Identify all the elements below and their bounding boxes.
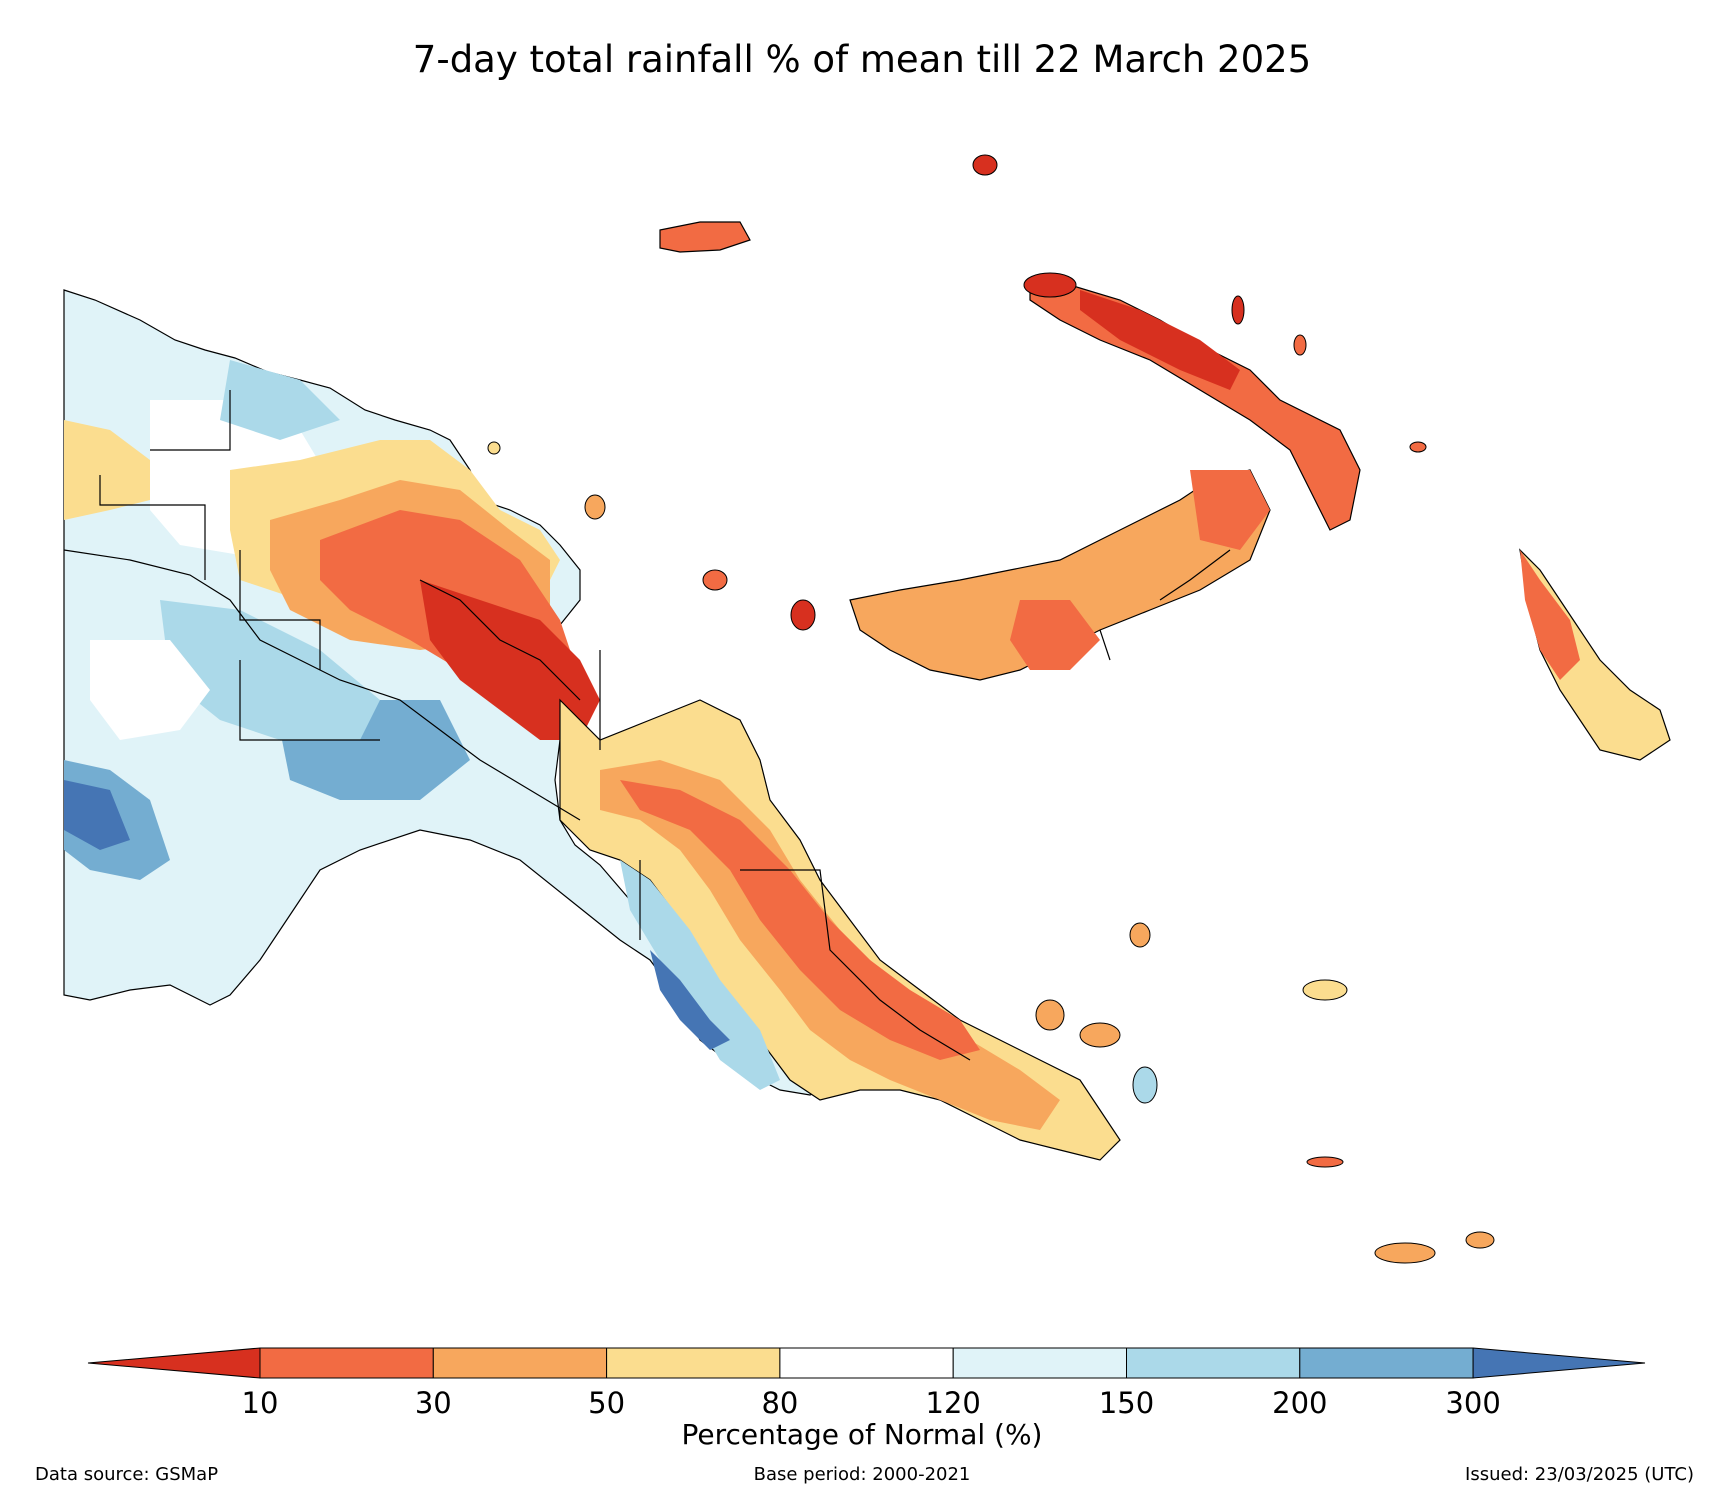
colorbar-tick-label: 10 bbox=[241, 1386, 279, 1420]
island-north-1 bbox=[972, 154, 998, 176]
island-se-8 bbox=[1465, 1231, 1495, 1249]
peninsula-red-orange bbox=[620, 780, 980, 1060]
island-se-5 bbox=[1129, 922, 1151, 948]
island-north-3 bbox=[1231, 295, 1245, 325]
province-boundaries bbox=[63, 390, 1231, 1061]
island-north-2 bbox=[1023, 272, 1077, 298]
bougainville-orange bbox=[1520, 550, 1580, 680]
colorbar-tick-label: 300 bbox=[1445, 1386, 1501, 1420]
peninsula-southwest-blue bbox=[620, 860, 780, 1090]
colorbar-segment bbox=[259, 1347, 434, 1379]
island-se-2 bbox=[1079, 1022, 1121, 1048]
new-britain-east-red bbox=[1190, 470, 1270, 550]
island-north-4 bbox=[1293, 334, 1307, 356]
island-mid-4 bbox=[487, 441, 501, 455]
colorbar-extend-high bbox=[1472, 1347, 1646, 1379]
colorbar-segment bbox=[432, 1347, 608, 1379]
north-coast-blue bbox=[220, 360, 340, 440]
island-mid-1 bbox=[702, 569, 728, 591]
island-se-1 bbox=[1035, 999, 1065, 1031]
colorbar-segment bbox=[1299, 1347, 1474, 1379]
new-ireland bbox=[1029, 279, 1361, 531]
bougainville-base bbox=[1519, 548, 1671, 761]
northwest-yellow bbox=[64, 420, 150, 520]
footer-base-period: Base period: 2000-2021 bbox=[753, 1464, 971, 1485]
colorbar-segment bbox=[1126, 1347, 1301, 1379]
new-britain bbox=[849, 469, 1271, 681]
colorbar-segment bbox=[779, 1347, 954, 1379]
colorbar-segment bbox=[952, 1347, 1128, 1379]
new-ireland-red bbox=[1080, 290, 1240, 390]
bougainville bbox=[1519, 548, 1671, 761]
colorbar-tick-label: 80 bbox=[761, 1386, 799, 1420]
island-se-6 bbox=[1306, 1156, 1344, 1168]
colorbar-segments bbox=[87, 1347, 1646, 1379]
island-se-3 bbox=[1132, 1066, 1158, 1104]
colorbar-label: Percentage of Normal (%) bbox=[681, 1418, 1043, 1451]
western-mid-white bbox=[90, 640, 210, 740]
island-north-5 bbox=[1409, 441, 1427, 453]
map-title: 7-day total rainfall % of mean till 22 M… bbox=[412, 38, 1312, 81]
colorbar-extend-low bbox=[87, 1347, 261, 1379]
highlands-deep-red bbox=[420, 580, 600, 740]
island-se-4 bbox=[1302, 979, 1348, 1001]
peninsula-deep-blue bbox=[650, 950, 730, 1050]
colorbar-tick-label: 120 bbox=[925, 1386, 981, 1420]
mainland-east-peninsula bbox=[559, 698, 1121, 1161]
colorbar-tick-label: 50 bbox=[588, 1386, 626, 1420]
south-deep-blue bbox=[64, 780, 130, 850]
colorbar-tick-label: 30 bbox=[414, 1386, 452, 1420]
footer-source: Data source: GSMaP bbox=[35, 1464, 219, 1485]
colorbar-tick-label: 200 bbox=[1272, 1386, 1328, 1420]
new-britain-red bbox=[1010, 600, 1100, 670]
island-se-7 bbox=[1374, 1242, 1436, 1264]
small-islands bbox=[487, 154, 1495, 1264]
mainland-west bbox=[63, 289, 822, 1096]
manus-island bbox=[659, 221, 751, 253]
colorbar-tick-label: 150 bbox=[1098, 1386, 1155, 1420]
new-britain-base bbox=[849, 469, 1271, 681]
island-mid-2 bbox=[790, 599, 816, 631]
footer-issued: Issued: 23/03/2025 (UTC) bbox=[1465, 1464, 1694, 1485]
central-lightblue bbox=[160, 600, 380, 740]
island-mid-3 bbox=[584, 494, 606, 520]
colorbar-segment bbox=[606, 1347, 781, 1379]
